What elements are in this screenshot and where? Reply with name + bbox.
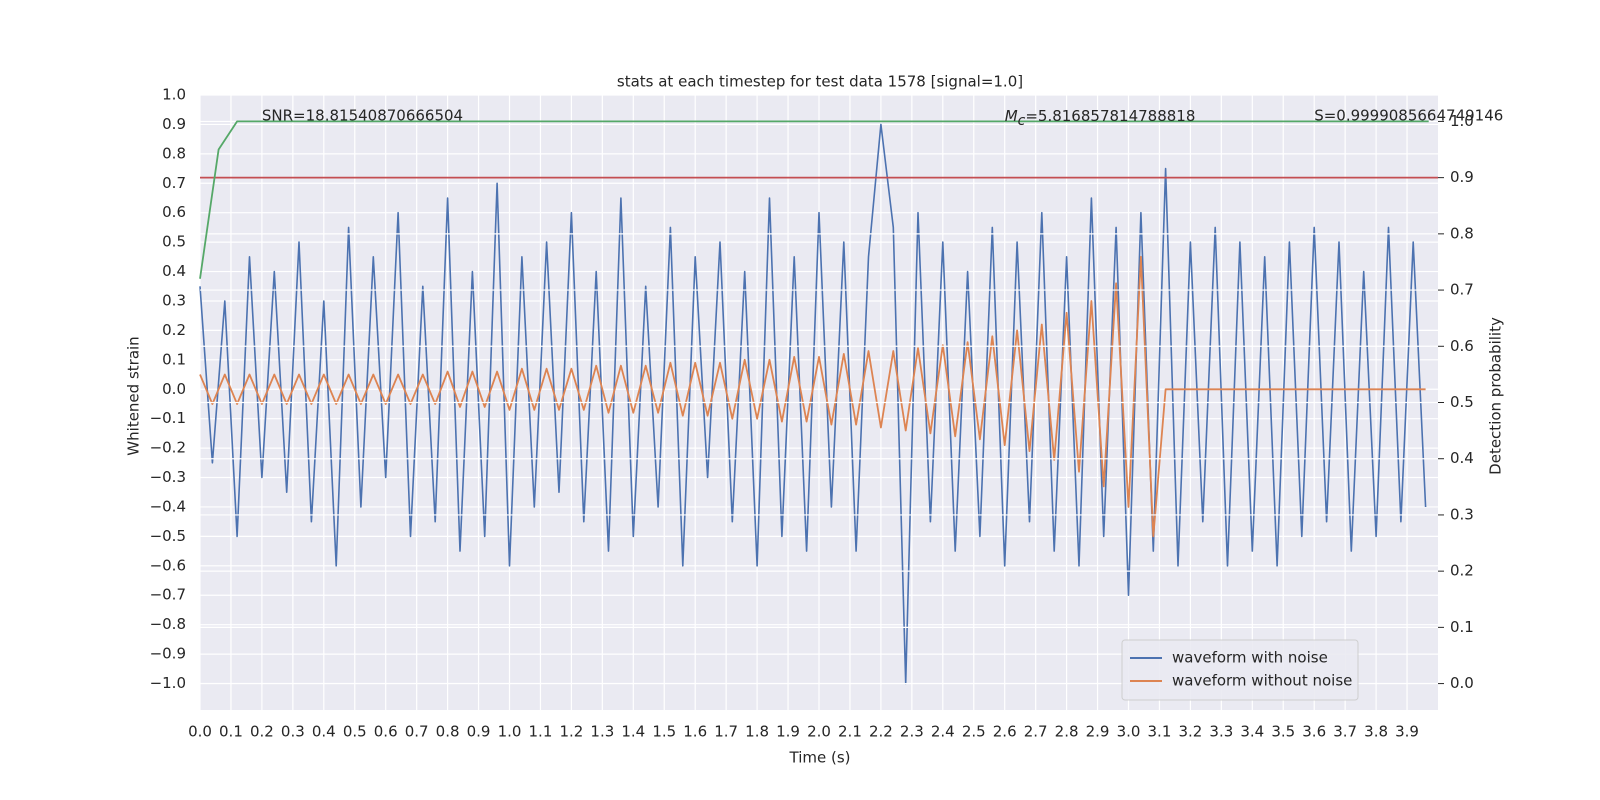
x-tick-label: 3.2 [1178, 723, 1202, 741]
x-tick-label: 2.8 [1055, 723, 1079, 741]
x-tick-label: 1.0 [498, 723, 522, 741]
x-tick-label: 0.4 [312, 723, 336, 741]
legend-label: waveform with noise [1172, 649, 1328, 667]
y2-tick-label: 0.5 [1450, 393, 1474, 411]
x-tick-label: 3.6 [1302, 723, 1326, 741]
y-tick-label: 0.1 [162, 350, 186, 368]
x-tick-label: 0.0 [188, 723, 212, 741]
x-tick-label: 2.4 [931, 723, 955, 741]
x-tick-label: 0.2 [250, 723, 274, 741]
legend-box [1121, 639, 1359, 701]
legend-label: waveform without noise [1172, 672, 1352, 690]
y2-tick-label: 0.3 [1450, 505, 1474, 523]
y-tick-label: −0.5 [150, 527, 186, 545]
y-tick-label: −0.4 [150, 497, 186, 515]
annotation-subscript: c [1018, 113, 1026, 129]
annotation: S=0.9999085664749146 [1314, 107, 1503, 125]
x-tick-label: 1.2 [559, 723, 583, 741]
annotation-symbol: M [1005, 107, 1018, 125]
x-tick-label: 2.3 [900, 723, 924, 741]
y2-tick-label: 1.0 [1450, 112, 1474, 130]
x-tick-label: 2.0 [807, 723, 831, 741]
x-tick-label: 2.2 [869, 723, 893, 741]
y2-tick-label: 0.2 [1450, 562, 1474, 580]
series-line [199, 255, 1426, 538]
y-tick-label: 0.4 [162, 262, 186, 280]
chart-title: stats at each timestep for test data 157… [617, 73, 1023, 91]
y2-axis-label: Detection probability [1487, 317, 1505, 475]
y-tick-label: 1.0 [162, 86, 186, 104]
y-tick-label: −0.6 [150, 556, 186, 574]
x-tick-label: 2.9 [1086, 723, 1110, 741]
x-tick-label: 1.5 [652, 723, 676, 741]
y2-tick-label: 0.4 [1450, 449, 1474, 467]
x-tick-label: 3.4 [1240, 723, 1264, 741]
y2-tick-label: 0.6 [1450, 337, 1474, 355]
x-tick-label: 3.0 [1117, 723, 1141, 741]
annotation: Mc=5.816857814788818 [1005, 107, 1196, 130]
y-tick-label: 0.2 [162, 321, 186, 339]
y2-tick-label: 0.7 [1450, 281, 1474, 299]
x-tick-label: 2.5 [962, 723, 986, 741]
x-tick-label: 2.6 [993, 723, 1017, 741]
x-tick-label: 1.3 [590, 723, 614, 741]
x-tick-label: 1.8 [745, 723, 769, 741]
y-tick-label: −0.2 [150, 439, 186, 457]
x-tick-label: 0.9 [467, 723, 491, 741]
series-line [199, 123, 1427, 685]
y-tick-label: 0.9 [162, 115, 186, 133]
x-tick-label: 0.1 [219, 723, 243, 741]
x-tick-label: 2.7 [1024, 723, 1048, 741]
y-tick-label: 0.3 [162, 291, 186, 309]
x-tick-label: 0.8 [436, 723, 460, 741]
x-tick-label: 1.4 [621, 723, 645, 741]
annotation-value: =5.816857814788818 [1025, 107, 1195, 125]
y2-tick-label: 0.8 [1450, 224, 1474, 242]
y-axis-label: Whitened strain [125, 336, 143, 455]
y-tick-label: 0.6 [162, 203, 186, 221]
x-tick-label: 0.5 [343, 723, 367, 741]
x-tick-label: 0.7 [405, 723, 429, 741]
y-tick-label: −0.1 [150, 409, 186, 427]
x-tick-label: 0.6 [374, 723, 398, 741]
y-tick-label: 0.5 [162, 233, 186, 251]
x-tick-label: 3.3 [1209, 723, 1233, 741]
y-tick-label: −0.9 [150, 645, 186, 663]
series-line [199, 120, 1429, 279]
y-tick-label: 0.0 [162, 380, 186, 398]
y-tick-label: −1.0 [150, 674, 186, 692]
x-tick-label: 3.7 [1333, 723, 1357, 741]
x-tick-label: 3.9 [1395, 723, 1419, 741]
x-tick-label: 3.1 [1148, 723, 1172, 741]
y-tick-label: −0.7 [150, 586, 186, 604]
y2-tick-label: 0.0 [1450, 674, 1474, 692]
y-tick-label: −0.8 [150, 615, 186, 633]
annotation: SNR=18.81540870666504 [262, 107, 463, 125]
y2-tick-label: 0.1 [1450, 618, 1474, 636]
y-tick-label: 0.8 [162, 144, 186, 162]
x-tick-label: 2.1 [838, 723, 862, 741]
x-axis-label: Time (s) [789, 749, 851, 767]
x-tick-label: 3.8 [1364, 723, 1388, 741]
x-tick-label: 0.3 [281, 723, 305, 741]
x-tick-label: 1.9 [776, 723, 800, 741]
x-tick-label: 1.6 [683, 723, 707, 741]
x-tick-label: 1.1 [529, 723, 553, 741]
y-tick-label: 0.7 [162, 174, 186, 192]
y2-tick-label: 0.9 [1450, 168, 1474, 186]
x-tick-label: 1.7 [714, 723, 738, 741]
y-tick-label: −0.3 [150, 468, 186, 486]
x-tick-label: 3.5 [1271, 723, 1295, 741]
